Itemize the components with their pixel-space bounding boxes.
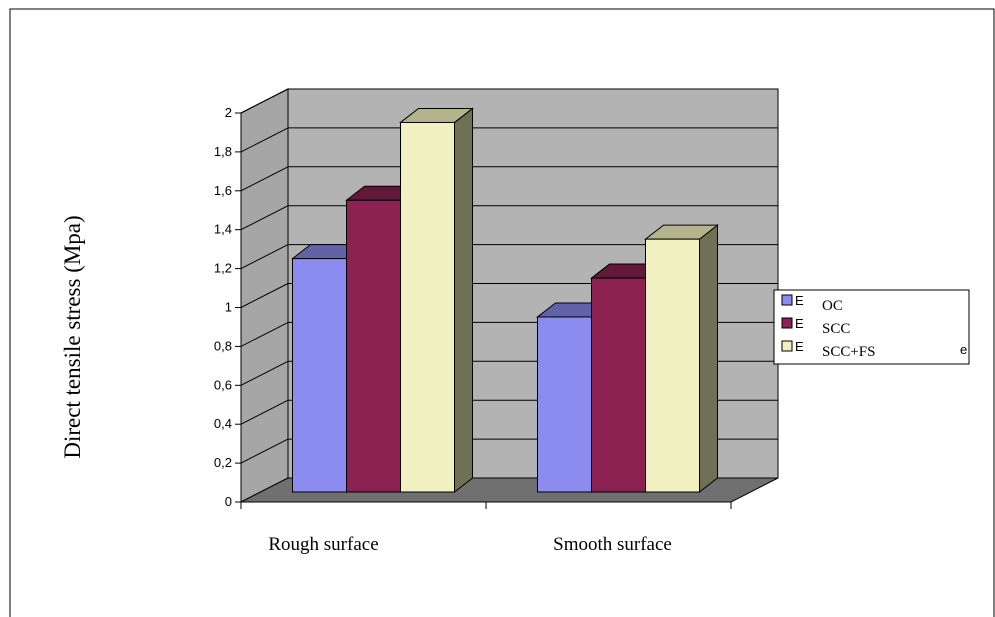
bar-front: [346, 199, 401, 493]
y-tick-label: 0,4: [214, 416, 232, 431]
legend-swatch-1: [781, 317, 793, 329]
axes: [235, 112, 732, 509]
y-tick-label: 1,2: [214, 261, 232, 276]
y-tick-label: 0,8: [214, 338, 232, 353]
bar-scc-fs-0: [399, 107, 474, 494]
y-tick-label: 0: [225, 494, 232, 509]
legend-fragment-1: E: [795, 316, 804, 331]
bar-front: [537, 316, 592, 493]
category-labels: Rough surface Smooth surface: [268, 534, 672, 555]
grid-line-side: [240, 360, 289, 386]
legend-label-0: OC: [822, 298, 843, 314]
y-tick-label: 1,8: [214, 144, 232, 159]
legend-box: [773, 289, 970, 365]
y-axis-title: Direct tensile stress (Mpa): [60, 215, 85, 458]
y-tick-label: 1,6: [214, 183, 232, 198]
bar-scc-fs-1: [644, 224, 719, 494]
grid-line-side: [240, 127, 289, 153]
y-tick-labels: 0 0,2 0,4 0,6 0,8 1 1,2 1,4 1,6 1,8 2: [214, 105, 232, 509]
bar-front: [292, 258, 347, 493]
grid-line-side: [240, 205, 289, 231]
category-label-0: Rough surface: [268, 534, 378, 555]
legend-label-1: SCC: [822, 321, 850, 337]
bar-side: [699, 224, 718, 494]
grid-line-side: [240, 321, 289, 347]
grid-line-side: [240, 438, 289, 464]
y-tick-label: 1,4: [214, 222, 232, 237]
bar-front: [591, 277, 646, 493]
legend-fragment-2: E: [795, 339, 804, 354]
y-tick-label: 0,6: [214, 377, 232, 392]
category-label-1: Smooth surface: [553, 534, 672, 555]
legend: E OC E SCC E SCC+FS e: [773, 289, 970, 365]
legend-swatch-0: [781, 294, 793, 306]
grid-line-side: [240, 88, 289, 114]
chart-border: [9, 8, 995, 617]
grid-line-side: [240, 283, 289, 308]
y-tick-label: 1: [225, 300, 232, 315]
y-tick-label: 0,2: [214, 455, 232, 470]
legend-swatch-2: [781, 340, 793, 352]
legend-label-2: SCC+FS: [822, 344, 876, 360]
y-tick-label: 2: [225, 105, 232, 120]
legend-fragment-0: E: [795, 293, 804, 308]
grid-line-side: [240, 166, 289, 192]
legend-fragment-trailing: e: [960, 342, 967, 357]
bars: [291, 107, 719, 494]
bar-side: [454, 107, 473, 494]
grid-line-side: [240, 244, 289, 270]
bar-front: [400, 121, 455, 493]
bar-front: [645, 238, 700, 493]
grid-line-side: [240, 399, 289, 425]
